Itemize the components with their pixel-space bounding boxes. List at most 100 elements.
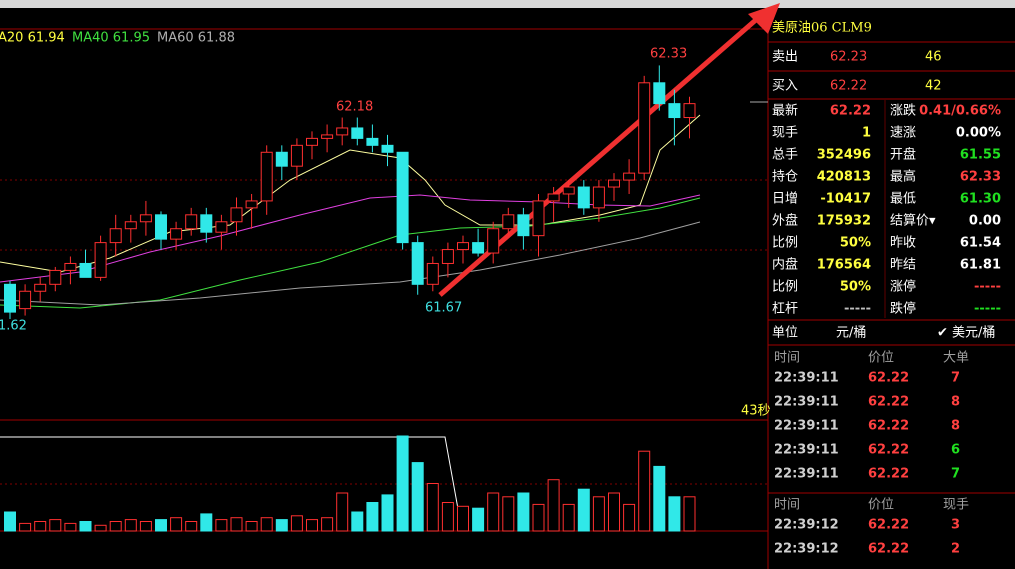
stat-label: 跌停	[890, 301, 916, 317]
candle-body	[623, 172, 636, 181]
volume-bar	[608, 492, 620, 532]
stat-label: 昨收	[890, 236, 916, 251]
ma-line	[0, 221, 701, 306]
ma-legend: MA60 61.88	[157, 31, 235, 46]
stat-value: 175932	[817, 214, 871, 229]
stat-value: 0.41/0.66%	[919, 104, 1001, 119]
stat-label: 开盘	[890, 147, 916, 163]
candle-body	[351, 127, 364, 139]
quote-qty: 42	[925, 79, 942, 94]
volume-bar	[79, 521, 92, 532]
volume-bar	[336, 492, 349, 532]
stat-label: 最新	[772, 103, 798, 119]
candle-body	[411, 242, 424, 285]
candle-body	[290, 144, 303, 167]
candle-body	[185, 214, 198, 230]
volume-bar	[4, 511, 16, 532]
candle-body	[366, 137, 379, 146]
candle-body	[638, 82, 651, 174]
oi-line	[0, 436, 463, 532]
stat-value: 61.30	[960, 192, 1001, 207]
volume-bar	[366, 502, 379, 532]
candle-body	[547, 193, 560, 202]
stat-label: 昨结	[890, 258, 916, 273]
stat-label: 内盘	[772, 257, 798, 273]
stat-value: 62.33	[960, 170, 1001, 185]
candle-body	[532, 200, 545, 237]
stat-label: 比例	[772, 280, 798, 295]
trade-header: 大单	[943, 351, 969, 366]
candle-body	[668, 103, 681, 119]
low-label: 61.67	[425, 301, 462, 316]
stat-value: 1	[862, 126, 871, 141]
candle-body	[170, 228, 183, 240]
volume-bar	[185, 521, 198, 532]
volume-bar	[396, 435, 409, 532]
candle-body	[502, 214, 515, 230]
candle-body	[608, 179, 620, 188]
trade-cell: 22:39:11	[774, 443, 839, 458]
stat-label: 持仓	[772, 170, 798, 185]
volume-bar	[592, 496, 605, 532]
unit-option: ✔ 美元/桶	[937, 326, 995, 341]
candle-body	[487, 228, 500, 254]
trade-cell: 6	[951, 443, 960, 458]
trade-cell: 22:39:11	[774, 419, 839, 434]
trade-cell: 62.22	[868, 371, 909, 386]
volume-bar	[290, 515, 303, 532]
volume-bar	[668, 496, 681, 532]
volume-bar	[230, 517, 243, 532]
stat-label: 速涨	[890, 126, 916, 141]
candle-body	[562, 186, 575, 195]
stat-value: 62.22	[830, 104, 871, 119]
volume-bar	[487, 492, 500, 532]
trade-cell: 22:39:11	[774, 467, 839, 482]
volume-bar	[94, 524, 107, 532]
ma-line	[0, 194, 701, 283]
stat-label: 总手	[772, 148, 798, 163]
quote-title: 美原油06 CLM9	[772, 21, 872, 36]
quote-price: 62.22	[830, 79, 867, 94]
volume-bar	[200, 513, 213, 532]
volume-bar	[411, 462, 424, 532]
volume-bar	[426, 483, 439, 532]
quote-label: 买入	[772, 79, 798, 94]
candle-body	[517, 214, 530, 237]
candle-body	[49, 269, 62, 285]
stat-value: 176564	[817, 258, 871, 273]
trade-header: 价位	[868, 498, 894, 513]
trade-cell: 62.22	[868, 443, 909, 458]
stat-value: 61.55	[960, 148, 1001, 163]
trade-header: 时间	[774, 498, 800, 513]
candle-body	[19, 290, 32, 310]
candle-body	[396, 151, 409, 244]
candle-body	[245, 200, 258, 209]
trade-cell: 62.22	[868, 395, 909, 410]
trade-cell: 7	[951, 371, 960, 386]
trade-header: 价位	[868, 351, 894, 366]
volume-bar	[502, 496, 515, 532]
trade-cell: 62.22	[868, 467, 909, 482]
candle-body	[592, 186, 605, 209]
trade-cell: 3	[951, 518, 960, 533]
stat-label: 涨停	[890, 279, 916, 295]
stat-label: 外盘	[772, 213, 798, 229]
candle-body	[336, 127, 349, 136]
candle-body	[155, 214, 167, 240]
candle-body	[215, 221, 228, 233]
trade-cell: 62.22	[868, 419, 909, 434]
candle-body	[139, 214, 152, 223]
quote-label: 卖出	[772, 50, 798, 65]
background	[0, 8, 1015, 569]
stat-value: -----	[974, 302, 1001, 317]
volume-bar	[139, 521, 152, 532]
ma-legend: MA40 61.95	[72, 31, 150, 46]
trade-cell: 22:39:12	[774, 542, 839, 557]
candle-body	[441, 249, 454, 264]
stat-value: 0.00	[969, 214, 1001, 229]
stat-value: 352496	[817, 148, 871, 163]
candle-body	[381, 144, 394, 153]
volume-bar	[321, 517, 334, 532]
candle-body	[653, 82, 666, 105]
